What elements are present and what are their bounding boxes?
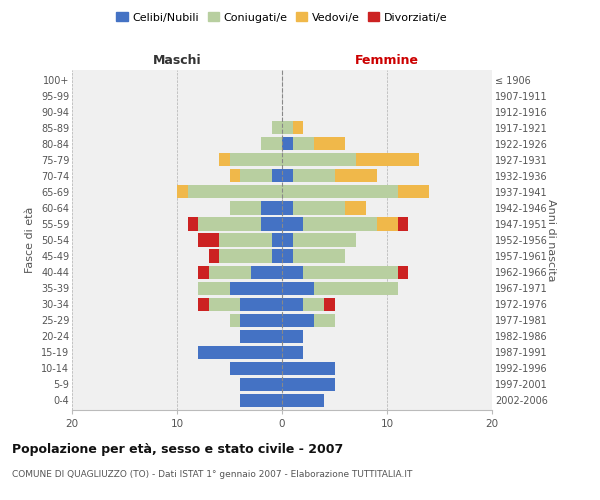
Bar [335,170,377,182]
Bar [229,282,282,294]
Bar [282,282,314,294]
Bar [251,266,282,278]
Bar [240,378,282,391]
Y-axis label: Fasce di età: Fasce di età [25,207,35,273]
Bar [271,250,282,262]
Bar [198,282,229,294]
Bar [293,250,345,262]
Bar [261,137,282,150]
Bar [229,314,240,327]
Bar [282,378,335,391]
Bar [177,186,187,198]
Bar [261,202,282,214]
Bar [282,121,293,134]
Bar [293,121,303,134]
Bar [271,121,282,134]
Bar [282,346,303,359]
Bar [293,170,335,182]
Bar [209,298,240,310]
Legend: Celibi/Nubili, Coniugati/e, Vedovi/e, Divorziati/e: Celibi/Nubili, Coniugati/e, Vedovi/e, Di… [112,8,452,27]
Bar [240,314,282,327]
Bar [282,218,303,230]
Bar [355,153,419,166]
Bar [229,362,282,375]
Bar [282,394,324,407]
Bar [293,137,314,150]
Bar [398,266,408,278]
Bar [303,266,398,278]
Bar [282,202,293,214]
Bar [282,250,293,262]
Text: Maschi: Maschi [152,54,202,68]
Bar [282,330,303,343]
Bar [219,153,229,166]
Text: COMUNE DI QUAGLIUZZO (TO) - Dati ISTAT 1° gennaio 2007 - Elaborazione TUTTITALIA: COMUNE DI QUAGLIUZZO (TO) - Dati ISTAT 1… [12,470,412,479]
Bar [187,218,198,230]
Bar [282,153,355,166]
Bar [209,250,219,262]
Bar [240,170,271,182]
Bar [229,153,282,166]
Bar [209,266,251,278]
Bar [229,170,240,182]
Bar [282,298,303,310]
Bar [219,250,271,262]
Text: Femmine: Femmine [355,54,419,68]
Bar [271,234,282,246]
Bar [324,298,335,310]
Bar [198,234,219,246]
Bar [303,298,324,310]
Bar [282,170,293,182]
Bar [282,234,293,246]
Bar [282,186,398,198]
Bar [282,137,293,150]
Bar [219,234,271,246]
Bar [398,186,429,198]
Bar [271,170,282,182]
Bar [377,218,398,230]
Bar [198,298,209,310]
Bar [282,314,314,327]
Bar [229,202,261,214]
Bar [293,234,355,246]
Bar [282,362,335,375]
Bar [198,346,282,359]
Bar [240,330,282,343]
Bar [198,218,261,230]
Bar [293,202,345,214]
Text: Popolazione per età, sesso e stato civile - 2007: Popolazione per età, sesso e stato civil… [12,442,343,456]
Bar [314,282,398,294]
Bar [261,218,282,230]
Bar [282,266,303,278]
Bar [314,137,345,150]
Bar [345,202,366,214]
Bar [303,218,377,230]
Bar [398,218,408,230]
Bar [240,298,282,310]
Bar [240,394,282,407]
Bar [314,314,335,327]
Y-axis label: Anni di nascita: Anni di nascita [546,198,556,281]
Bar [187,186,282,198]
Bar [198,266,209,278]
